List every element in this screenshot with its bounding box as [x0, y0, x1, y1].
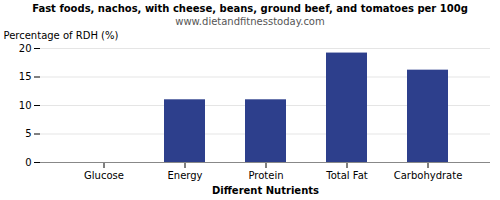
svg-text:Glucose: Glucose: [84, 170, 124, 181]
svg-text:Carbohydrate: Carbohydrate: [394, 170, 463, 181]
svg-text:20: 20: [19, 43, 32, 54]
svg-text:Different Nutrients: Different Nutrients: [212, 185, 319, 196]
svg-text:0: 0: [25, 157, 31, 168]
svg-text:15: 15: [19, 71, 32, 82]
svg-text:10: 10: [19, 100, 32, 111]
html-text:www.dietandfitnesstoday.com: www.dietandfitnesstoday.com: [175, 16, 325, 27]
svg-text:Total Fat: Total Fat: [325, 170, 367, 181]
svg-text:5: 5: [25, 128, 31, 139]
svg-text:Percentage of RDH (%): Percentage of RDH (%): [4, 30, 119, 41]
svg-text:Protein: Protein: [248, 170, 283, 181]
html-text:Fast foods, nachos, with chees: Fast foods, nachos, with cheese, beans, …: [32, 3, 468, 14]
svg-text:Energy: Energy: [167, 170, 202, 181]
